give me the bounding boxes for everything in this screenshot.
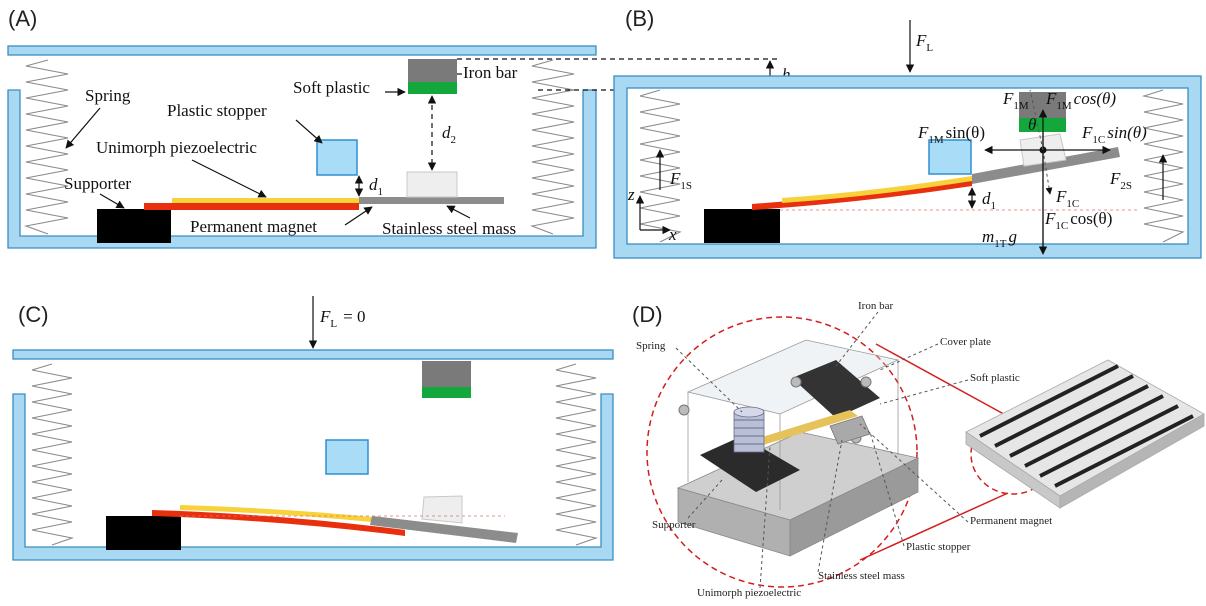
ghost-mass-c bbox=[421, 495, 463, 524]
panel-d: (D) bbox=[632, 300, 1205, 599]
steel-mass-3d bbox=[829, 415, 871, 445]
supporter-c bbox=[106, 516, 181, 550]
d1-label: d1 bbox=[369, 175, 383, 198]
stainless-mass-label: Stainless steel mass bbox=[382, 219, 516, 238]
right-spring bbox=[529, 59, 575, 235]
zoom-line-top bbox=[875, 343, 1012, 419]
supporter-3d bbox=[700, 436, 800, 492]
array-device bbox=[965, 359, 1205, 509]
permanent-magnet bbox=[144, 203, 359, 210]
soft-plastic-label-d: Soft plastic bbox=[970, 372, 1020, 384]
m1tg-label: m1T g bbox=[982, 227, 1017, 250]
f1c-dir bbox=[1042, 149, 1053, 195]
piezo-3d bbox=[752, 410, 858, 446]
iron-bar bbox=[408, 59, 457, 82]
iron-bar-c bbox=[422, 361, 471, 387]
base-right bbox=[789, 457, 919, 557]
steel-c bbox=[370, 516, 518, 543]
base-frame-c bbox=[12, 393, 614, 561]
spring-c-left bbox=[31, 363, 75, 546]
plastic-stopper bbox=[316, 139, 358, 176]
f1c-sin-label: F1C sin(θ) bbox=[1081, 123, 1147, 146]
plastic-stopper-label: Plastic stopper bbox=[167, 101, 267, 120]
soft-plastic-leader-d bbox=[879, 379, 969, 405]
permanent-magnet-leader bbox=[344, 206, 373, 226]
fl0-label: FL = 0 bbox=[319, 307, 365, 330]
ghost-mass bbox=[406, 171, 458, 198]
spring-c-right bbox=[555, 363, 599, 546]
f1s-label: F1S bbox=[669, 169, 692, 192]
plastic-stopper-label-d: Plastic stopper bbox=[906, 541, 971, 553]
permanent-magnet-label: Permanent magnet bbox=[190, 217, 317, 236]
supporter-leader bbox=[99, 193, 125, 209]
stainless-mass-leader bbox=[446, 205, 471, 219]
x-label: x bbox=[668, 225, 677, 244]
cover-plate bbox=[7, 45, 597, 56]
left-spring bbox=[23, 59, 69, 235]
unimorph-leader bbox=[191, 159, 267, 198]
f1m-cos-label: F1M cos(θ) bbox=[1045, 89, 1116, 112]
f1c-label: F1C bbox=[1055, 187, 1079, 210]
piezo-c bbox=[180, 505, 372, 522]
cover-plate-c bbox=[12, 349, 614, 360]
iron-bar-3d bbox=[792, 360, 880, 418]
plastic-stopper-leader bbox=[295, 119, 323, 144]
spring-label-d: Spring bbox=[636, 340, 666, 352]
steel-b bbox=[972, 147, 1120, 184]
panel-b-letter: (B) bbox=[625, 6, 654, 31]
plastic-stopper-c bbox=[325, 439, 369, 475]
supporter-label: Supporter bbox=[64, 174, 131, 193]
supporter bbox=[97, 209, 171, 243]
stainless-mass-leader-d bbox=[817, 439, 843, 573]
permanent-magnet-leader-d bbox=[859, 423, 969, 523]
permanent-magnet-label-d: Permanent magnet bbox=[970, 515, 1052, 527]
panel-d-letter: (D) bbox=[632, 302, 663, 327]
f1m-label: F1M bbox=[1002, 89, 1029, 112]
f1m-sin-label: F1M sin(θ) bbox=[917, 123, 985, 146]
panel-a-letter: (A) bbox=[8, 6, 37, 31]
panel-c: (C) FL = 0 bbox=[12, 296, 614, 561]
panel-c-letter: (C) bbox=[18, 302, 49, 327]
spring-label: Spring bbox=[85, 86, 131, 105]
iron-bar-label: Iron bar bbox=[463, 63, 518, 82]
panel-b: (B) FL F1S bbox=[613, 6, 1202, 259]
stainless-steel-mass bbox=[359, 197, 504, 204]
soft-plastic-c bbox=[422, 387, 471, 398]
panel-a: (A) d1 d2 h Iron bar bbox=[7, 6, 791, 249]
d1-label-b: d1 bbox=[982, 189, 996, 212]
magnet-c bbox=[152, 510, 405, 536]
z-label: z bbox=[627, 185, 635, 204]
f1c-cos-label: F1C cos(θ) bbox=[1044, 209, 1112, 232]
unimorph-label: Unimorph piezoelectric bbox=[96, 138, 257, 157]
unimorph-label-d: Unimorph piezoelectric bbox=[697, 587, 801, 599]
plastic-stopper-b bbox=[928, 139, 972, 175]
f1m-dir bbox=[1029, 89, 1044, 151]
spring-3d bbox=[733, 411, 765, 453]
unimorph-piezoelectric bbox=[172, 198, 359, 203]
f2s-label: F2S bbox=[1109, 169, 1132, 192]
soft-plastic-label: Soft plastic bbox=[293, 78, 370, 97]
supporter-b bbox=[704, 209, 780, 243]
stainless-mass-label-d: Stainless steel mass bbox=[818, 570, 905, 582]
plastic-stopper-leader-d bbox=[869, 431, 905, 547]
iron-bar-label-d: Iron bar bbox=[858, 300, 893, 312]
fl-label: FL bbox=[915, 31, 933, 54]
cover-plate-label-d: Cover plate bbox=[940, 336, 991, 348]
theta-label: θ bbox=[1028, 115, 1036, 134]
h-label: h bbox=[782, 65, 791, 84]
supporter-label-d: Supporter bbox=[652, 519, 696, 531]
supporter-leader-d bbox=[687, 479, 723, 519]
spring-leader bbox=[65, 107, 101, 149]
cover-plate-leader-d bbox=[879, 343, 939, 371]
piezo-b bbox=[782, 176, 972, 203]
soft-plastic bbox=[408, 82, 457, 94]
zoom-line-bottom bbox=[859, 492, 1009, 561]
detail-circle bbox=[646, 316, 918, 588]
d2-label: d2 bbox=[442, 123, 456, 146]
device-3d bbox=[676, 339, 920, 557]
